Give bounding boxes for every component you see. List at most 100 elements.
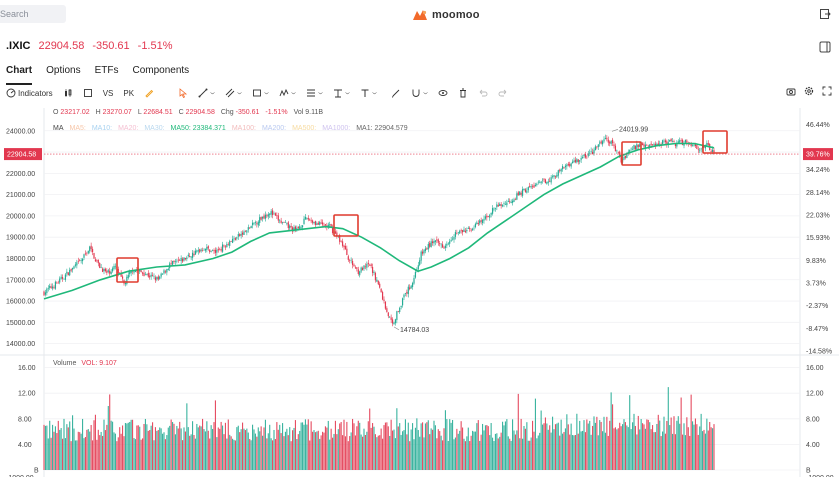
tab-chart[interactable]: Chart — [6, 65, 33, 85]
volume-bar — [449, 419, 451, 470]
candle-body — [289, 225, 291, 229]
volume-bar — [444, 410, 446, 470]
text-tool[interactable] — [360, 88, 377, 98]
parallel-tool[interactable] — [225, 88, 242, 98]
volume-bar — [160, 428, 162, 470]
fib-tool[interactable] — [306, 88, 323, 98]
volume-bar — [403, 430, 405, 470]
visibility-button[interactable] — [438, 88, 448, 98]
vs-button[interactable]: VS — [103, 89, 114, 98]
volume-bar — [330, 428, 332, 470]
volume-bar — [77, 431, 79, 470]
ma-legend[interactable]: MA MA5: MA10: MA20: MA30: MA50: 23384.37… — [53, 125, 408, 132]
candle-body — [521, 189, 524, 196]
candle-body — [557, 170, 559, 176]
volume-bar — [439, 431, 441, 470]
tab-options[interactable]: Options — [46, 65, 81, 76]
measure-tool[interactable] — [333, 88, 350, 98]
volume-bar — [646, 419, 648, 470]
volume-bar — [587, 423, 589, 470]
text-icon — [361, 89, 369, 97]
volume-bar — [213, 422, 215, 470]
tab-etfs[interactable]: ETFs — [94, 65, 119, 76]
ohlc-close: C 22904.58 — [178, 109, 215, 116]
volume-bar — [692, 421, 694, 470]
volume-bar — [193, 435, 195, 470]
volume-bar — [64, 438, 66, 470]
candle-type-button[interactable] — [63, 88, 73, 98]
candle-body — [189, 255, 191, 257]
volume-bar — [526, 422, 528, 470]
volume-bar — [400, 434, 402, 470]
candle-body — [644, 144, 647, 148]
search-input[interactable]: Search — [0, 5, 66, 23]
candle-body — [541, 179, 544, 181]
undo-button[interactable] — [478, 88, 488, 98]
candle-body — [341, 241, 344, 246]
delete-button[interactable] — [458, 88, 468, 98]
volume-bar — [454, 437, 456, 470]
volume-bar — [296, 439, 298, 470]
candle-body — [411, 283, 414, 287]
candle-body — [673, 141, 675, 143]
candle-body — [477, 223, 479, 225]
camera-icon[interactable] — [786, 86, 796, 96]
candle-body — [451, 238, 454, 240]
volume-bar — [596, 416, 598, 470]
volume-bar — [597, 435, 599, 470]
side-panel-icon[interactable] — [819, 41, 831, 53]
expand-icon[interactable] — [822, 86, 832, 96]
pk-button[interactable]: PK — [123, 89, 134, 98]
volume-bar — [667, 387, 669, 470]
candle-body — [503, 203, 505, 204]
indicators-button[interactable]: Indicators — [6, 88, 53, 98]
fullscreen-box-button[interactable] — [83, 88, 93, 98]
volume-bar — [142, 438, 144, 470]
volume-bar — [649, 422, 651, 470]
candle-body — [419, 260, 421, 265]
candle-body — [147, 272, 149, 277]
volume-bar — [150, 425, 152, 470]
gear-icon[interactable] — [804, 86, 814, 96]
volume-bar — [456, 428, 458, 470]
volume-bar — [447, 440, 449, 470]
candle-body — [347, 256, 349, 260]
candle-body — [600, 141, 602, 144]
candle-body — [263, 215, 265, 219]
trendline-tool[interactable] — [198, 88, 215, 98]
candle-body — [479, 220, 481, 224]
candle-body — [577, 159, 579, 162]
candle-body — [187, 254, 189, 257]
volume-bar — [540, 410, 542, 470]
volume-bar — [399, 423, 401, 470]
exit-icon[interactable] — [819, 8, 831, 20]
cursor-button[interactable] — [178, 88, 188, 98]
candle-body — [314, 221, 317, 225]
rectangle-tool[interactable] — [252, 88, 269, 98]
wave-tool[interactable] — [279, 88, 296, 98]
volume-bar — [696, 424, 698, 470]
candle-body — [533, 185, 535, 188]
volume-bar — [627, 427, 629, 470]
volume-bar — [687, 427, 689, 470]
volume-bar — [52, 424, 54, 470]
tab-bar: Chart Options ETFs Components — [6, 65, 190, 85]
volume-bar — [234, 440, 236, 470]
volume-bar — [404, 419, 406, 470]
volume-bar — [332, 437, 334, 470]
candle-body — [427, 243, 429, 250]
brush-tool[interactable] — [391, 88, 401, 98]
candle-body — [89, 246, 91, 252]
volume-bar — [197, 427, 199, 470]
volume-bar — [603, 416, 605, 470]
candle-body — [200, 249, 202, 251]
magnet-tool[interactable] — [411, 88, 428, 98]
tab-components[interactable]: Components — [132, 65, 190, 76]
volume-bar — [189, 435, 191, 470]
candle-body — [170, 262, 172, 264]
volume-bar — [530, 437, 532, 470]
candle-body — [540, 181, 542, 184]
draw-pencil-button[interactable] — [144, 88, 154, 98]
redo-button[interactable] — [498, 88, 508, 98]
